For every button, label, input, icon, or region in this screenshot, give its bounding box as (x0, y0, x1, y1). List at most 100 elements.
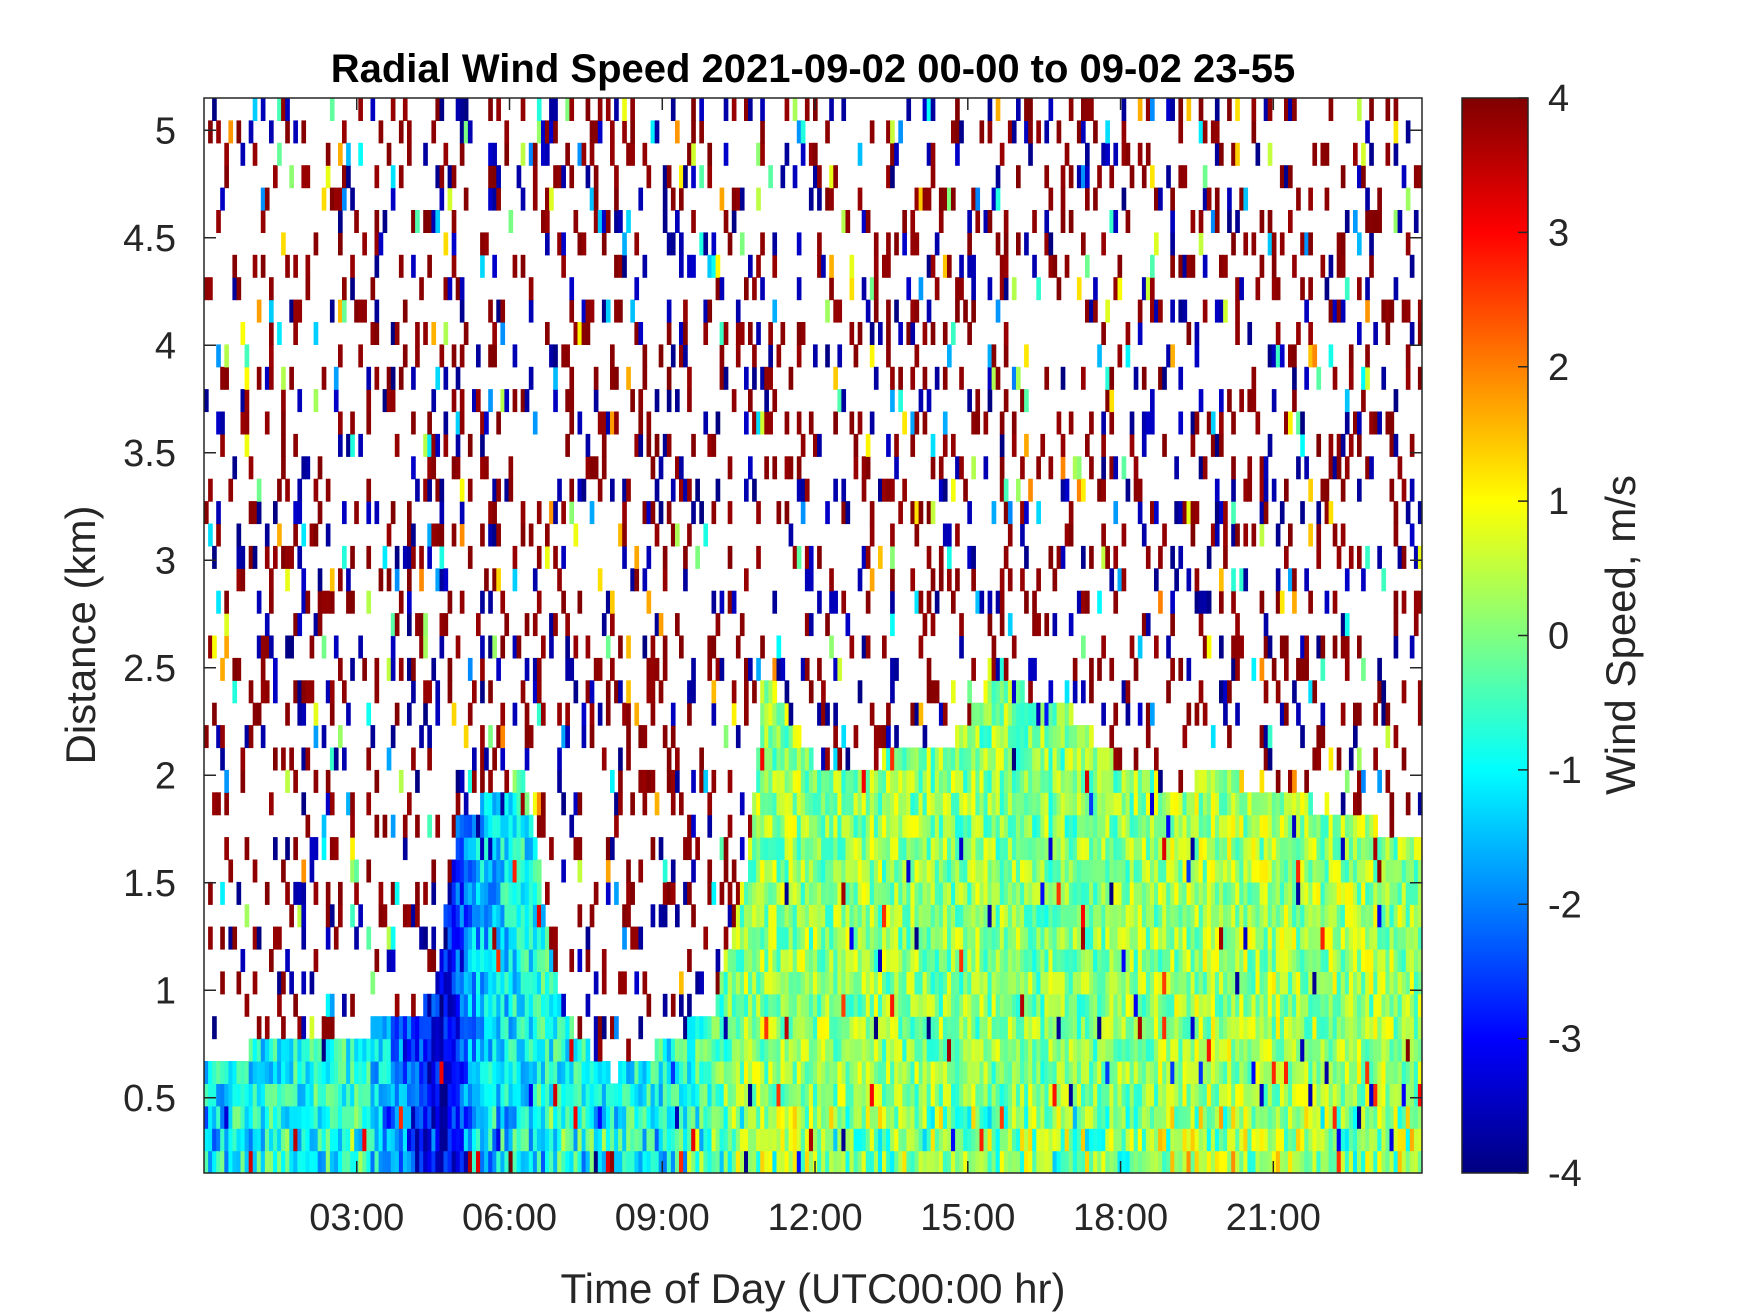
heatmap-cell (841, 1038, 847, 1062)
heatmap-cell (1011, 366, 1017, 390)
heatmap-cell (536, 1016, 542, 1040)
heatmap-cell (894, 1016, 899, 1040)
heatmap-cell (780, 1150, 786, 1173)
heatmap-cell (837, 792, 843, 816)
heatmap-cell (999, 725, 1005, 749)
heatmap-cell (1129, 411, 1135, 435)
heatmap-cell (1089, 1083, 1094, 1107)
heatmap-cell (691, 98, 696, 121)
heatmap-cell (1105, 545, 1110, 569)
heatmap-cell (496, 568, 501, 592)
heatmap-cell (301, 926, 307, 950)
heatmap-cell (484, 1061, 489, 1084)
heatmap-cell (496, 993, 501, 1017)
heatmap-cell (549, 971, 554, 995)
heatmap-cell (910, 814, 916, 838)
heatmap-cell (569, 389, 575, 413)
heatmap-cell (987, 389, 993, 413)
heatmap-cell (1036, 725, 1041, 749)
heatmap-cell (285, 1061, 290, 1084)
heatmap-cell (431, 456, 437, 480)
heatmap-cell (273, 501, 278, 525)
heatmap-cell (910, 1083, 916, 1107)
heatmap-cell (626, 635, 631, 659)
heatmap-cell (589, 702, 595, 726)
heatmap-cell (926, 881, 932, 905)
heatmap-cell (484, 837, 489, 861)
heatmap-cell (926, 949, 932, 972)
heatmap-cell (910, 1038, 916, 1062)
heatmap-cell (687, 949, 692, 972)
heatmap-cell (374, 501, 380, 525)
heatmap-cell (305, 590, 311, 614)
heatmap-cell (1064, 1128, 1070, 1152)
heatmap-cell (910, 322, 916, 345)
heatmap-cell (1024, 1083, 1029, 1107)
heatmap-cell (873, 254, 879, 278)
heatmap-cell (1044, 366, 1050, 390)
heatmap-cell (683, 545, 688, 569)
heatmap-cell (869, 411, 875, 435)
heatmap-cell (472, 881, 477, 905)
heatmap-cell (833, 725, 838, 749)
heatmap-cell (918, 1128, 924, 1152)
heatmap-cell (1040, 904, 1046, 928)
heatmap-cell (232, 456, 238, 480)
heatmap-cell (252, 1150, 258, 1173)
heatmap-cell (772, 725, 778, 749)
heatmap-cell (1003, 344, 1009, 368)
heatmap-cell (1085, 993, 1090, 1017)
heatmap-cell (735, 1016, 741, 1040)
heatmap-cell (313, 837, 319, 861)
heatmap-cell (666, 433, 672, 457)
heatmap-cell (244, 433, 250, 457)
heatmap-cell (232, 926, 238, 950)
heatmap-cell (703, 769, 709, 793)
heatmap-cell (618, 523, 623, 547)
heatmap-cell (711, 254, 717, 278)
heatmap-cell (955, 142, 960, 166)
heatmap-cell (447, 187, 453, 211)
heatmap-cell (642, 568, 648, 592)
heatmap-cell (260, 1128, 266, 1152)
heatmap-cell (772, 792, 778, 816)
heatmap-cell (451, 523, 457, 547)
heatmap-cell (955, 1150, 960, 1173)
heatmap-cell (1024, 433, 1029, 457)
heatmap-cell (857, 187, 863, 211)
heatmap-cell (634, 1083, 640, 1107)
heatmap-cell (488, 837, 493, 861)
heatmap-cell (894, 904, 899, 928)
heatmap-cell (1011, 769, 1017, 793)
heatmap-cell (277, 478, 282, 502)
heatmap-cell (488, 1105, 493, 1129)
heatmap-cell (951, 187, 956, 211)
heatmap-cell (857, 1128, 863, 1152)
heatmap-cell (1024, 1038, 1029, 1062)
heatmap-cell (492, 523, 497, 547)
heatmap-cell (861, 859, 867, 883)
heatmap-cell (484, 904, 489, 928)
heatmap-cell (1044, 859, 1050, 883)
heatmap-cell (463, 187, 469, 211)
heatmap-cell (764, 926, 769, 950)
heatmap-cell (865, 1061, 871, 1084)
heatmap-cell (1109, 769, 1115, 793)
heatmap-cell (260, 254, 266, 278)
heatmap-cell (922, 725, 928, 749)
heatmap-cell (938, 1105, 944, 1129)
heatmap-cell (902, 1016, 907, 1040)
heatmap-cell (731, 1016, 737, 1040)
heatmap-cell (1101, 545, 1106, 569)
heatmap-cell (1085, 1105, 1090, 1129)
heatmap-cell (1024, 881, 1029, 905)
heatmap-cell (1040, 1150, 1046, 1173)
heatmap-cell (898, 859, 903, 883)
heatmap-cell (1020, 389, 1025, 413)
heatmap-cell (333, 926, 339, 950)
heatmap-cell (857, 680, 863, 704)
heatmap-cell (309, 1038, 315, 1062)
heatmap-cell (768, 1038, 773, 1062)
heatmap-cell (508, 792, 514, 816)
heatmap-cell (492, 926, 497, 950)
